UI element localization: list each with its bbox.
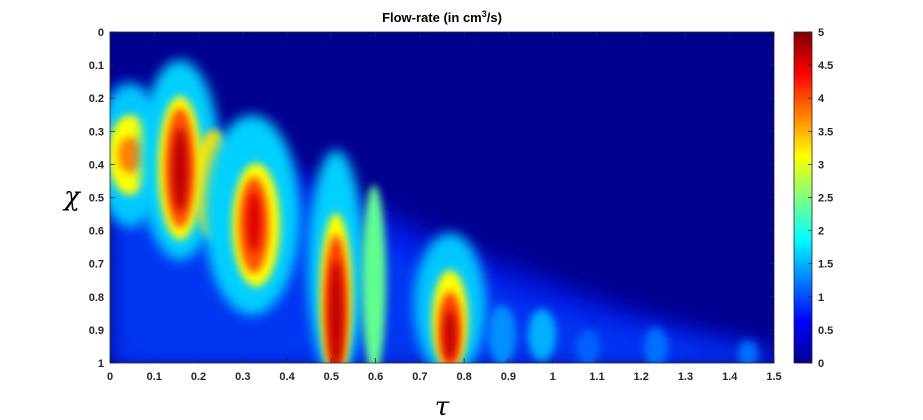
x-tick-label: 1.4 [722, 371, 738, 383]
colorbar-tick-label: 2.5 [818, 193, 833, 205]
y-tick-label: 0.9 [89, 325, 104, 337]
x-tick-label: 1.1 [589, 371, 604, 383]
x-tick-label: 0.3 [235, 371, 250, 383]
x-tick-label: 0.4 [279, 371, 295, 383]
y-tick-label: 1 [98, 358, 104, 370]
plot-area [109, 31, 775, 364]
x-tick-label: 1.2 [634, 371, 649, 383]
y-tick-label: 0.1 [89, 60, 104, 72]
colorbar-tick-label: 0.5 [818, 325, 833, 337]
x-tick-label: 0.9 [501, 371, 516, 383]
colorbar-tick-label: 2 [818, 226, 824, 238]
x-tick-label: 0.8 [456, 371, 471, 383]
y-tick-label: 0.2 [89, 93, 104, 105]
minor-blob-4 [644, 327, 668, 363]
heat-layer [110, 60, 772, 363]
x-tick-label: 0.7 [412, 371, 427, 383]
x-tick-label: 0.6 [368, 371, 383, 383]
minor-blob-3 [576, 330, 600, 363]
x-tick-label: 0.2 [191, 371, 206, 383]
y-axis-label: χ [62, 182, 82, 212]
minor-blob-1 [488, 305, 516, 363]
y-tick-label: 0.6 [89, 226, 104, 238]
hotspot-5 [414, 233, 486, 363]
x-axis-label: τ [435, 392, 450, 420]
x-tick-label: 1 [550, 371, 556, 383]
x-tick-label: 1.3 [678, 371, 693, 383]
x-tick-label: 0.1 [147, 371, 162, 383]
colorbar-tick-label: 3.5 [818, 126, 833, 138]
x-tick-label: 1.5 [766, 371, 781, 383]
colorbar-tick-label: 1.5 [818, 259, 833, 271]
y-tick-label: 0 [98, 27, 104, 39]
minor-blob-5 [738, 340, 758, 363]
y-tick-label: 0.4 [89, 159, 105, 171]
hotspot-4 [308, 150, 386, 363]
chart-title: Flow-rate (in cm3/s) [382, 9, 502, 25]
y-tick-label: 0.5 [89, 193, 104, 205]
colorbar-tick-label: 4.5 [818, 60, 833, 72]
colorbar-ticks: 0 0.5 1 1.5 2 2.5 3 3.5 4 4.5 5 [808, 27, 833, 370]
y-tick-label: 0.8 [89, 292, 104, 304]
colorbar-tick-label: 0 [818, 358, 824, 370]
colorbar-tick-label: 1 [818, 292, 824, 304]
colorbar-tick-label: 4 [818, 93, 825, 105]
colorbar: 0 0.5 1 1.5 2 2.5 3 3.5 4 4.5 5 [793, 27, 833, 370]
colorbar-tick-label: 3 [818, 159, 824, 171]
colorbar-tick-label: 5 [818, 27, 824, 39]
x-axis: 0 0.1 0.2 0.3 0.4 0.5 0.6 0.7 0.8 0.9 1 1.1 1.2 1.3 1.… [107, 32, 782, 383]
hotspot-3 [204, 115, 300, 315]
x-tick-label: 0.5 [324, 371, 339, 383]
minor-blob-2 [528, 309, 556, 361]
y-tick-label: 0.3 [89, 126, 104, 138]
y-tick-label: 0.7 [89, 259, 104, 271]
x-tick-label: 0 [107, 371, 113, 383]
y-axis: 0 0.1 0.2 0.3 0.4 0.5 0.6 0.7 0.8 0.9 1 [89, 27, 774, 370]
